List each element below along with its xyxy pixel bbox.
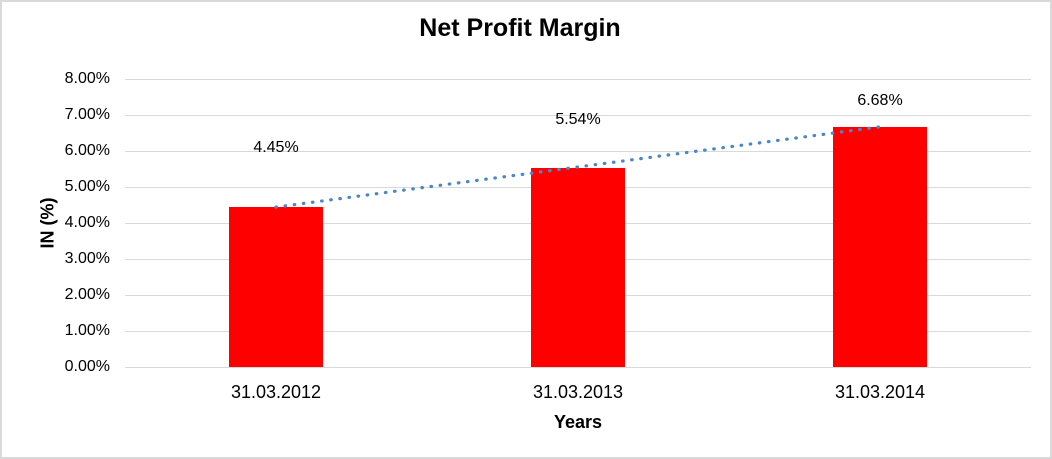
data-label: 4.45% — [253, 138, 299, 156]
y-axis-tick-label: 1.00% — [64, 322, 110, 339]
gridline — [125, 78, 1031, 80]
x-axis-tick-label: 31.03.2013 — [532, 382, 624, 402]
y-axis-tick-label: 3.00% — [64, 250, 110, 267]
plot-area: 4.45% 5.54% 6.68% — [125, 78, 1031, 368]
x-axis-tick-label: 31.03.2014 — [834, 382, 926, 402]
gridline — [125, 114, 1031, 116]
y-axis-tick-label: 2.00% — [64, 286, 110, 303]
trendline — [274, 125, 882, 209]
bar — [531, 167, 625, 367]
bar — [833, 126, 927, 367]
trendline-dotted-line — [274, 125, 882, 209]
y-axis-tick-label: 8.00% — [64, 70, 110, 87]
y-axis-tick-label: 4.00% — [64, 214, 110, 231]
data-label: 6.68% — [857, 91, 903, 109]
gridline — [125, 150, 1031, 152]
chart-title: Net Profit Margin — [419, 14, 621, 42]
y-axis-tick-label: 6.00% — [64, 142, 110, 159]
y-axis-tick-label: 5.00% — [64, 178, 110, 195]
data-label: 5.54% — [555, 110, 601, 128]
y-axis-tick-label: 7.00% — [64, 106, 110, 123]
bar — [229, 206, 323, 367]
x-axis-tick-label: 31.03.2012 — [230, 382, 322, 402]
y-axis-tick-label: 0.00% — [64, 358, 110, 375]
gridline — [125, 366, 1031, 368]
x-axis-title: Years — [553, 412, 603, 432]
